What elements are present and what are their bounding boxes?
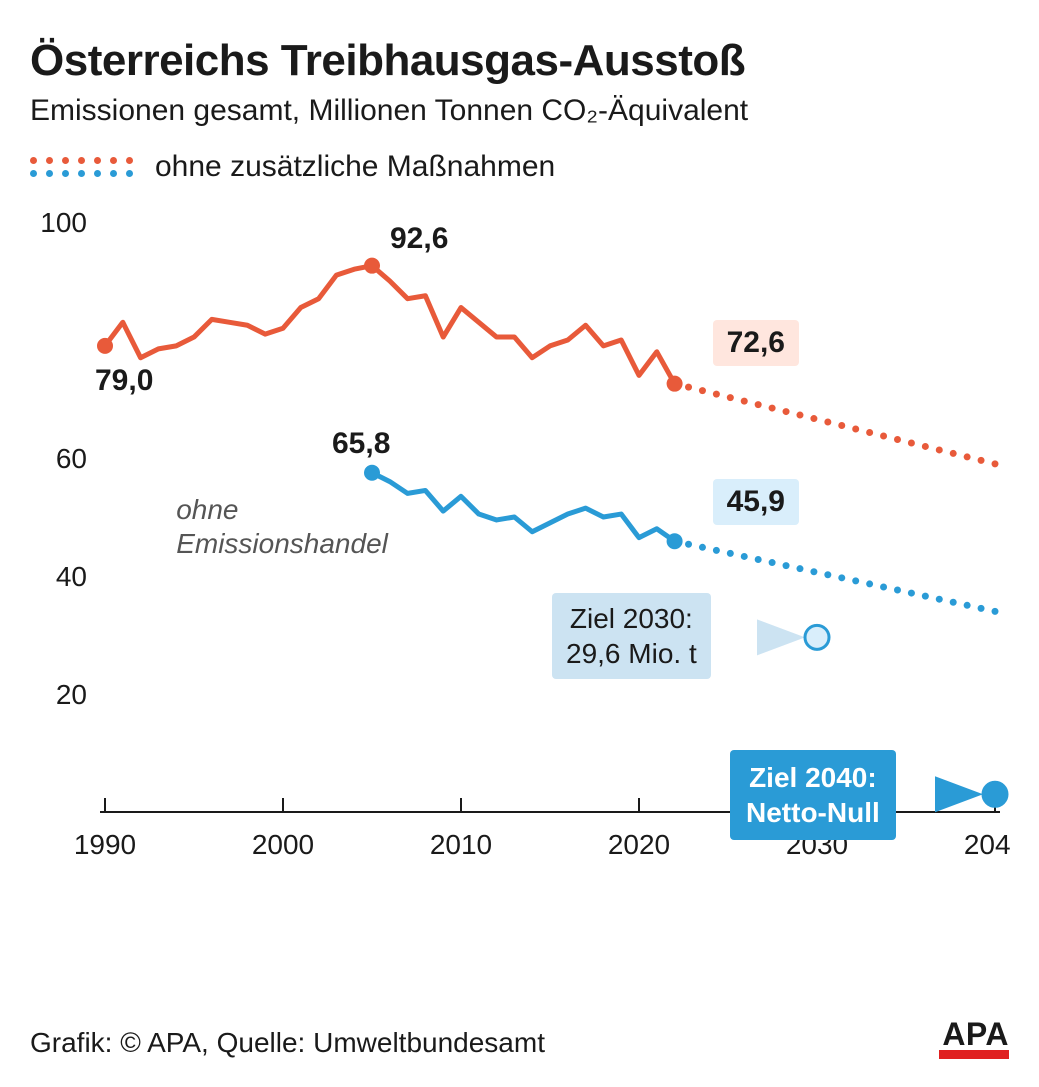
svg-text:2000: 2000: [252, 829, 314, 860]
label-total-start: 79,0: [95, 364, 153, 398]
apa-logo-text: APA: [939, 1021, 1009, 1048]
legend: ohne zusätzliche Maßnahmen: [30, 150, 1009, 184]
svg-text:2010: 2010: [430, 829, 492, 860]
callout-target-2040: Ziel 2040:Netto-Null: [730, 750, 896, 840]
source-footer: Grafik: © APA, Quelle: Umweltbundesamt: [30, 1027, 545, 1059]
svg-text:100: 100: [40, 212, 87, 238]
label-total-peak: 92,6: [390, 222, 448, 256]
svg-text:40: 40: [56, 561, 87, 592]
label-noets-start: 65,8: [332, 427, 390, 461]
label-total-end: 72,6: [713, 320, 799, 366]
chart-title: Österreichs Treibhausgas-Ausstoß: [30, 36, 1009, 86]
callout-target-2030: Ziel 2030:29,6 Mio. t: [552, 593, 711, 679]
svg-text:20: 20: [56, 679, 87, 710]
svg-text:2040: 2040: [964, 829, 1010, 860]
svg-text:60: 60: [56, 443, 87, 474]
legend-swatch: [30, 157, 133, 177]
apa-logo: APA: [939, 1021, 1009, 1059]
label-noets-end: 45,9: [713, 479, 799, 525]
svg-text:1990: 1990: [74, 829, 136, 860]
chart-subtitle: Emissionen gesamt, Millionen Tonnen CO₂-…: [30, 94, 1009, 128]
page: Österreichs Treibhausgas-Ausstoß Emissio…: [0, 0, 1039, 1087]
svg-text:2020: 2020: [608, 829, 670, 860]
note-no-ets: ohneEmissionshandel: [176, 493, 388, 560]
chart: 199020002010202020302040204060100 72,6 4…: [30, 212, 1010, 912]
legend-label: ohne zusätzliche Maßnahmen: [155, 150, 555, 184]
